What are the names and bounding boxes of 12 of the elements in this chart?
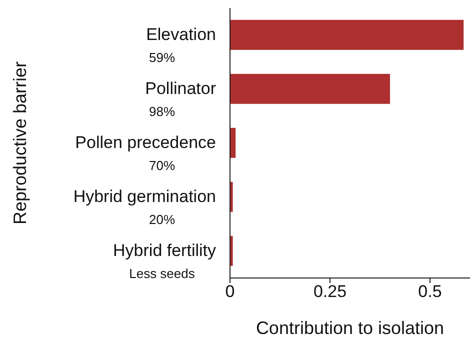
x-axis-title: Contribution to isolation <box>256 318 444 338</box>
x-tick-label: 0.25 <box>313 282 347 302</box>
x-tick-label: 0 <box>225 282 235 302</box>
bar <box>230 20 464 50</box>
bar <box>230 74 390 104</box>
y-tick-label: Hybrid fertility Less seeds <box>113 241 216 281</box>
x-tick-label: 0.5 <box>418 282 442 302</box>
y-tick-label: Pollen precedence 70% <box>75 133 216 173</box>
y-tick-label: Pollinator 98% <box>145 79 216 119</box>
y-axis-title: Reproductive barrier <box>10 61 30 225</box>
y-tick-label: Hybrid germination 20% <box>73 187 216 227</box>
y-tick-label: Elevation 59% <box>146 25 216 65</box>
